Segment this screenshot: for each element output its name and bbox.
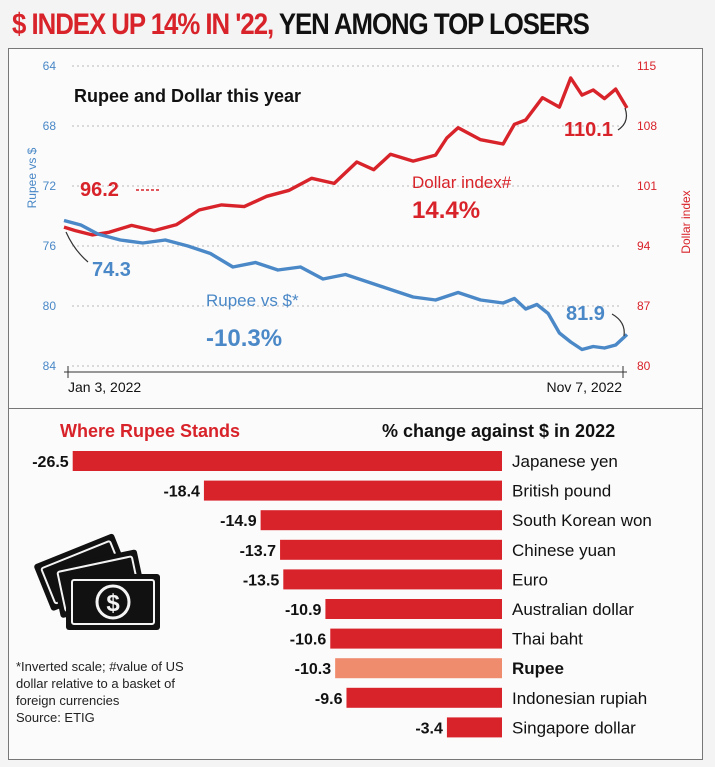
dollar-end-label: 110.1 bbox=[564, 119, 613, 141]
bar-category-label: South Korean won bbox=[512, 511, 652, 530]
bar-category-label: Singapore dollar bbox=[512, 718, 636, 737]
left-tick-label: 68 bbox=[43, 119, 57, 133]
footnote-line: *Inverted scale; #value of US bbox=[16, 659, 184, 674]
line-chart-title: Rupee and Dollar this year bbox=[74, 86, 301, 106]
right-tick-label: 80 bbox=[637, 359, 651, 373]
bar-value-label: -10.3 bbox=[295, 661, 332, 678]
dollar-change-label: 14.4% bbox=[412, 197, 480, 224]
bar bbox=[280, 539, 502, 560]
rupee-change-label: -10.3% bbox=[206, 325, 282, 352]
rupee-start-label: 74.3 bbox=[92, 259, 131, 281]
bar bbox=[203, 480, 503, 501]
bar-value-label: -18.4 bbox=[163, 484, 200, 501]
left-tick-label: 76 bbox=[43, 239, 57, 253]
footnote-line: foreign currencies bbox=[16, 693, 120, 708]
left-tick-label: 64 bbox=[43, 59, 57, 73]
bar-value-label: -9.6 bbox=[315, 691, 343, 708]
bar bbox=[283, 569, 502, 590]
bar bbox=[446, 717, 502, 738]
bar-chart-title: Where Rupee Stands bbox=[60, 421, 240, 441]
right-axis-label: Dollar index bbox=[679, 190, 693, 253]
rupee-line bbox=[63, 218, 629, 352]
left-axis-label: Rupee vs $ bbox=[25, 147, 39, 208]
dollar-series-name: Dollar index# bbox=[412, 173, 512, 192]
bar-category-label: Australian dollar bbox=[512, 600, 634, 619]
line-chart: 64 68 72 76 80 84 115 108 101 94 87 80 Rupee vs $ Dol… bbox=[25, 59, 693, 395]
bar-value-label: -13.5 bbox=[243, 572, 280, 589]
bar bbox=[335, 658, 502, 679]
headline-part-1: $ INDEX UP 14% IN '22, bbox=[12, 8, 274, 41]
bar-category-label: Rupee bbox=[512, 659, 564, 678]
bar-category-label: Indonesian rupiah bbox=[512, 689, 647, 708]
bar-value-label: -10.6 bbox=[290, 632, 327, 649]
right-tick-label: 115 bbox=[637, 59, 656, 73]
right-tick-label: 101 bbox=[637, 179, 657, 193]
bar-value-label: -13.7 bbox=[240, 543, 277, 560]
bar-category-label: British pound bbox=[512, 482, 611, 501]
x-tick-label: Nov 7, 2022 bbox=[547, 379, 623, 395]
bar-category-label: Chinese yuan bbox=[512, 541, 616, 560]
bar-value-label: -26.5 bbox=[32, 454, 69, 471]
dollar-index-line bbox=[63, 76, 629, 237]
rupee-end-leader bbox=[611, 313, 625, 337]
dollar-start-label: 96.2 bbox=[80, 179, 119, 201]
right-tick-label: 87 bbox=[637, 299, 651, 313]
rupee-series-name: Rupee vs $* bbox=[206, 291, 299, 310]
bar-value-label: -14.9 bbox=[220, 513, 257, 530]
rupee-start-leader bbox=[65, 231, 89, 263]
bar bbox=[330, 628, 502, 649]
bar-category-label: Thai baht bbox=[512, 630, 583, 649]
bar bbox=[346, 687, 502, 708]
dollar-end-leader bbox=[617, 107, 628, 131]
svg-text:$: $ bbox=[106, 590, 120, 617]
left-tick-label: 72 bbox=[43, 179, 57, 193]
right-tick-label: 108 bbox=[637, 119, 657, 133]
bar bbox=[325, 599, 502, 619]
headline-part-2: YEN AMONG TOP LOSERS bbox=[273, 8, 590, 41]
bar-category-label: Japanese yen bbox=[512, 452, 618, 471]
bar-chart-subtitle: % change against $ in 2022 bbox=[382, 421, 615, 441]
bar-category-label: Euro bbox=[512, 570, 548, 589]
headline: $ INDEX UP 14% IN '22, YEN AMONG TOP LOS… bbox=[12, 8, 614, 42]
x-tick-label: Jan 3, 2022 bbox=[68, 379, 141, 395]
left-tick-label: 80 bbox=[43, 299, 57, 313]
right-tick-label: 94 bbox=[637, 239, 651, 253]
footnote-source: Source: ETIG bbox=[16, 710, 95, 725]
footnote: *Inverted scale; #value of US dollar rel… bbox=[16, 658, 266, 726]
bar bbox=[260, 510, 502, 531]
money-icon: $ bbox=[34, 533, 160, 630]
rupee-end-label: 81.9 bbox=[566, 303, 605, 325]
bar bbox=[72, 451, 502, 471]
section-divider bbox=[8, 408, 703, 409]
bar-value-label: -10.9 bbox=[285, 602, 322, 619]
footnote-line: dollar relative to a basket of bbox=[16, 676, 175, 691]
bar-value-label: -3.4 bbox=[415, 720, 443, 737]
left-tick-label: 84 bbox=[43, 359, 57, 373]
